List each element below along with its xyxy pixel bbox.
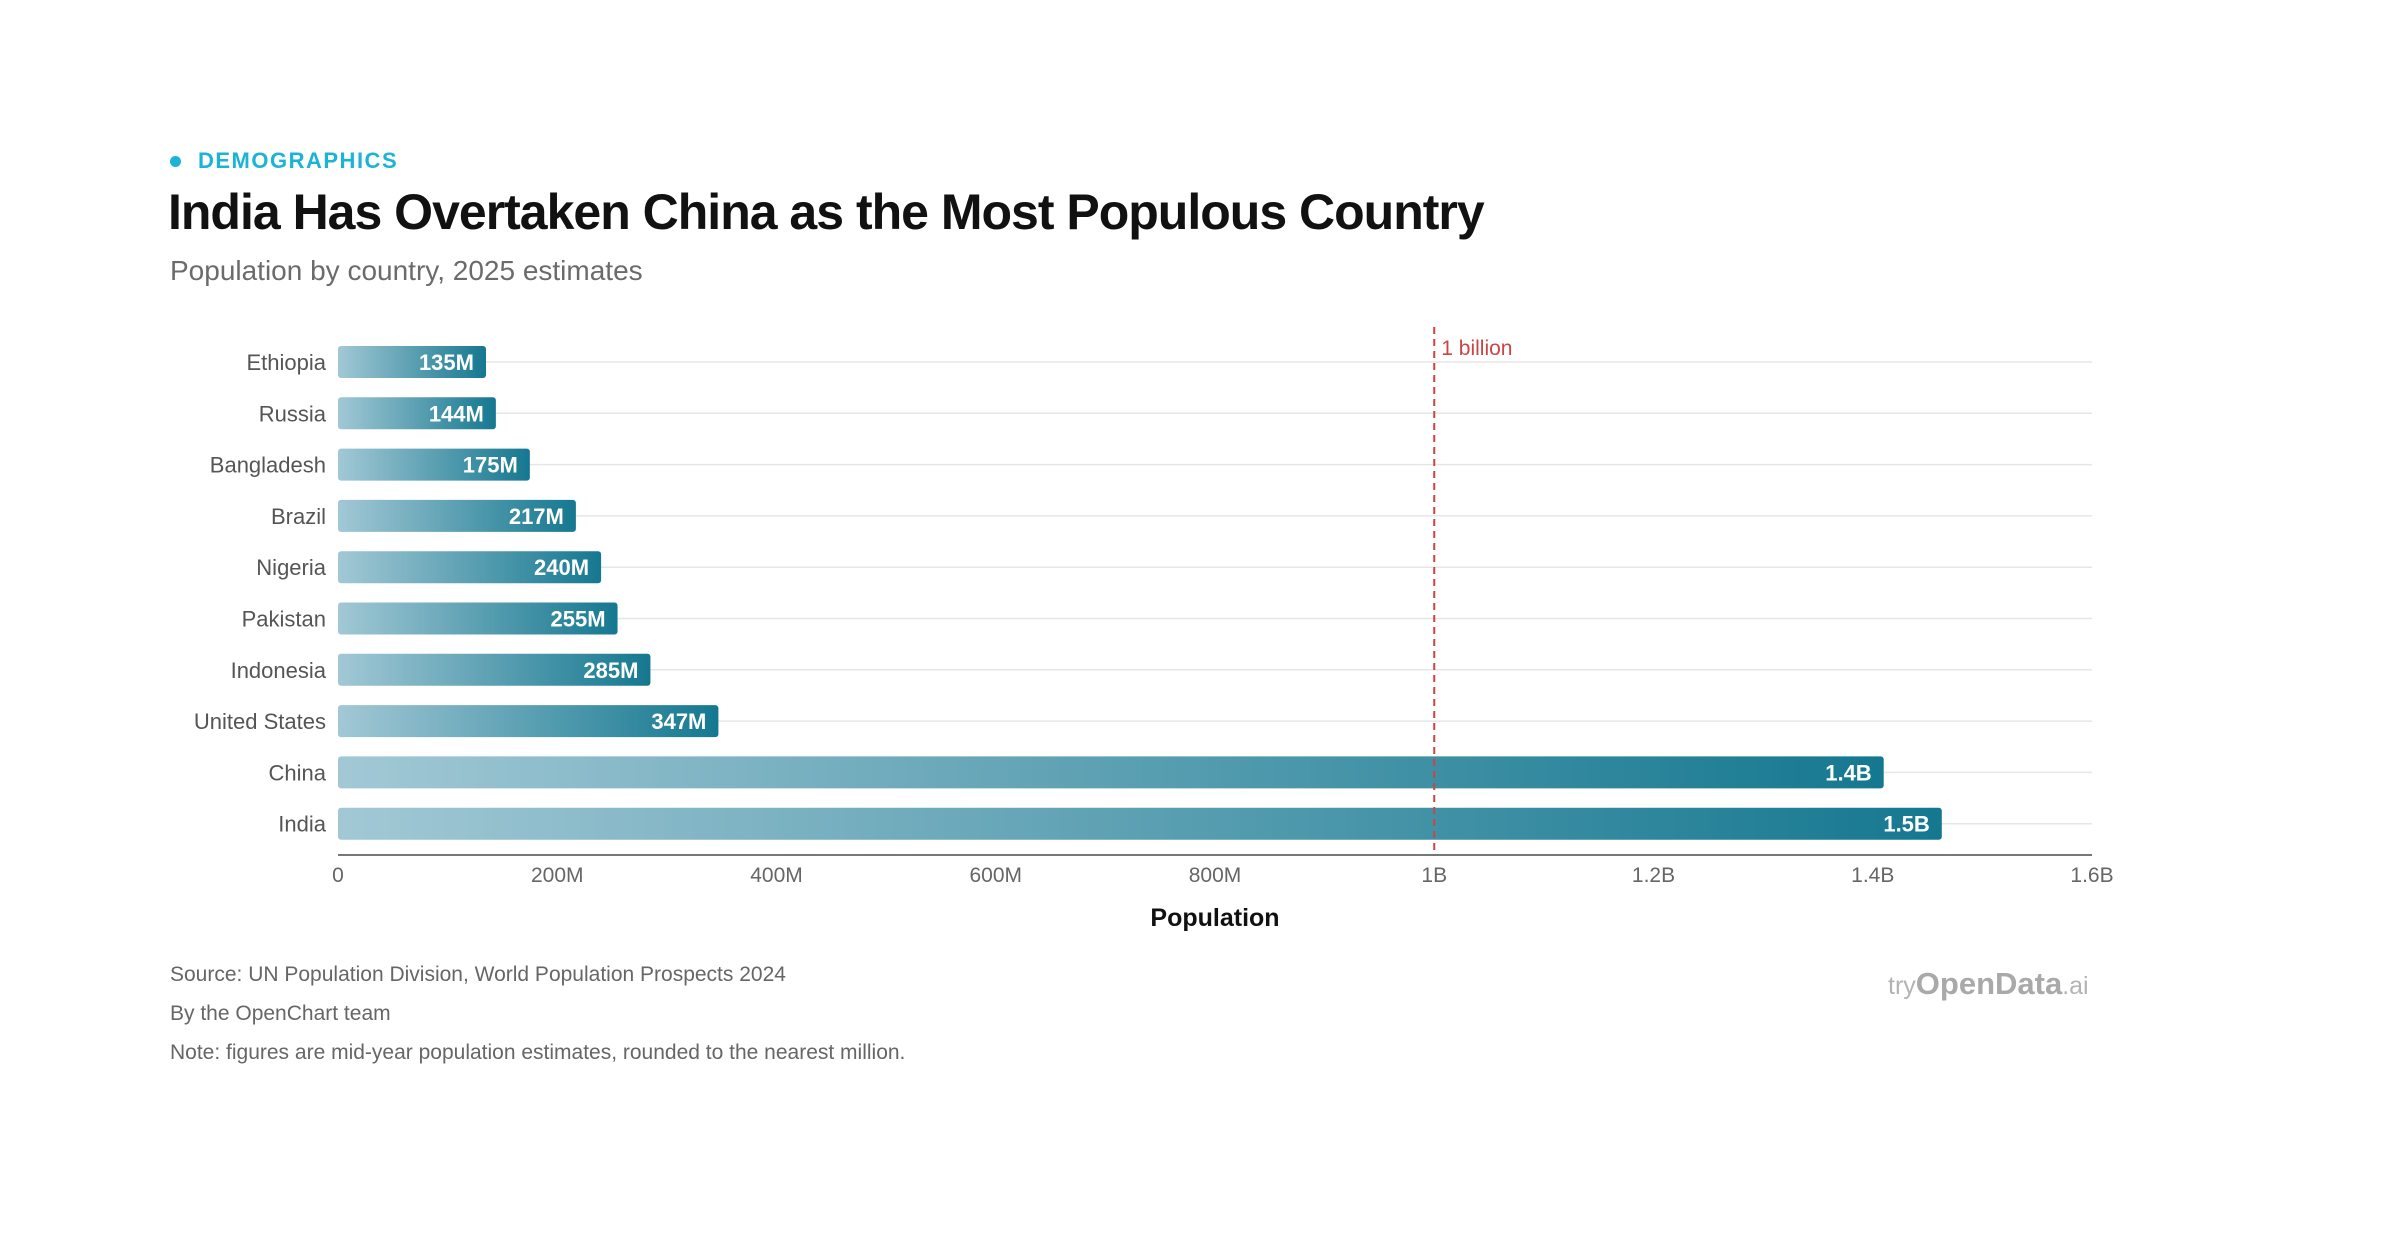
bar [338, 705, 719, 738]
category-label: Nigeria [256, 555, 326, 580]
category-label: Russia [259, 401, 327, 426]
bar [338, 807, 1942, 840]
x-tick-label: 1.6B [2070, 864, 2113, 887]
bar-value-label: 347M [651, 709, 706, 734]
bar-value-label: 1.5B [1883, 812, 1929, 837]
bar-value-label: 135M [419, 350, 474, 375]
brand-logo: tryOpenData.ai [1888, 966, 2089, 1002]
source-note: Source: UN Population Division, World Po… [170, 963, 786, 986]
bar-value-label: 240M [534, 555, 589, 580]
x-tick-label: 1.4B [1851, 864, 1894, 887]
category-label: United States [194, 709, 326, 734]
bar-value-label: 175M [463, 453, 518, 478]
x-axis-title: Population [1150, 904, 1279, 932]
bar [338, 448, 530, 481]
x-tick-label: 0 [332, 864, 344, 887]
bar-chart: Ethiopia 135M Russia 144M Bangladesh 175M Braz… [194, 327, 2114, 932]
x-tick-label: 1.2B [1632, 864, 1675, 887]
brand-suffix: .ai [2062, 972, 2089, 1000]
bar-value-label: 217M [509, 504, 564, 529]
kicker-dot-icon [170, 155, 181, 167]
chart-title: India Has Overtaken China as the Most Po… [168, 184, 1485, 240]
bar [338, 602, 618, 635]
bar [338, 397, 496, 430]
byline: By the OpenChart team [170, 1002, 391, 1025]
category-label: Indonesia [231, 658, 327, 683]
bar-value-label: 1.4B [1825, 760, 1871, 785]
chart-subtitle: Population by country, 2025 estimates [170, 255, 643, 286]
bar-value-label: 255M [550, 607, 605, 632]
bar [338, 551, 602, 584]
category-label: Pakistan [242, 607, 326, 632]
kicker-label: DEMOGRAPHICS [198, 148, 399, 173]
x-tick-label: 600M [969, 864, 1022, 887]
x-tick-label: 1B [1421, 864, 1447, 887]
category-label: India [278, 812, 326, 837]
bar [338, 653, 651, 686]
bar [338, 499, 576, 532]
bar [338, 346, 486, 378]
category-label: Bangladesh [210, 453, 326, 478]
reference-line-label: 1 billion [1441, 337, 1512, 360]
category-label: Brazil [271, 504, 326, 529]
brand-name: OpenData [1915, 966, 2063, 1001]
brand-prefix: try [1888, 972, 1916, 1000]
bar-value-label: 285M [583, 658, 638, 683]
category-kicker: DEMOGRAPHICS [170, 148, 398, 174]
footnote: Note: figures are mid-year population es… [170, 1041, 906, 1064]
category-label: Ethiopia [246, 350, 326, 375]
bar-value-label: 144M [429, 401, 484, 426]
bar [338, 756, 1884, 789]
category-label: China [269, 760, 327, 785]
x-tick-label: 400M [750, 864, 803, 887]
x-tick-label: 800M [1189, 864, 1242, 887]
x-tick-label: 200M [531, 864, 584, 887]
